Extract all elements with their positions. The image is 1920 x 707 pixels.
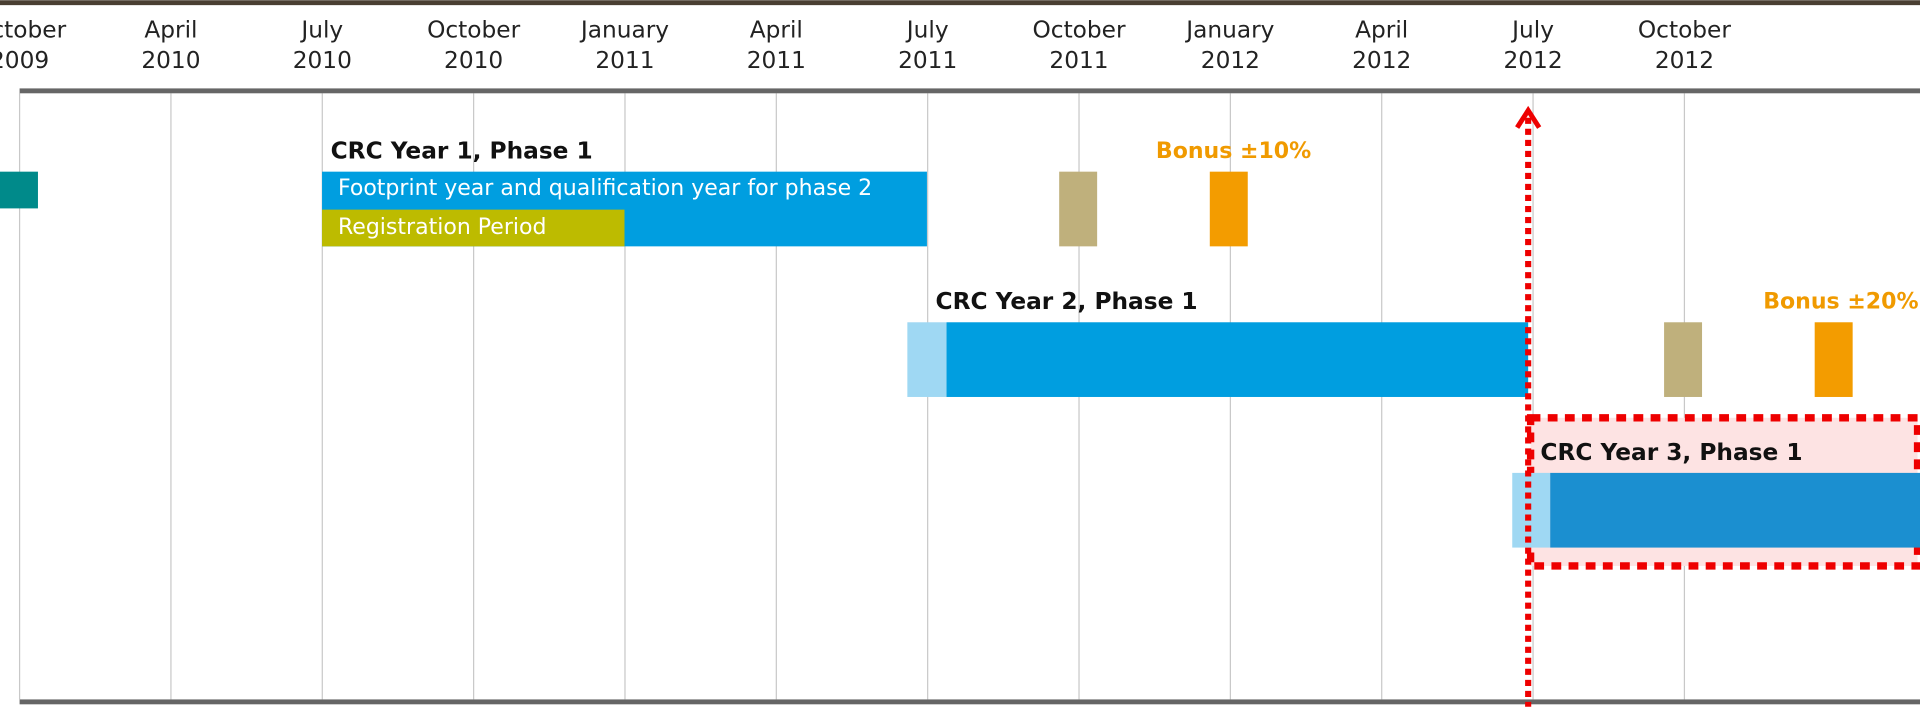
bonus-label: Bonus ±10% <box>1156 139 1311 164</box>
month-label: October <box>1638 16 1731 43</box>
year-label: 2011 <box>595 47 654 74</box>
month-label: October <box>427 16 520 43</box>
bonus-block <box>1814 322 1853 397</box>
phase-bar <box>1550 472 1920 548</box>
tan-block <box>1664 322 1703 397</box>
year-label: 2010 <box>444 47 503 74</box>
top-border <box>0 0 1920 6</box>
bar-text: Footprint year and qualification year fo… <box>338 176 872 201</box>
columns: October 2009 April 2010 July 2010 October 2010 J… <box>0 16 1731 700</box>
month-label: April <box>1355 16 1408 43</box>
month-label: July <box>299 16 343 43</box>
month-label: April <box>144 16 197 43</box>
month-label: April <box>750 16 803 43</box>
bonus-block <box>1209 171 1248 247</box>
bonus-label: Bonus ±20% <box>1763 290 1918 315</box>
phase-label: CRC Year 1, Phase 1 <box>331 138 593 165</box>
month-label: July <box>1510 16 1554 43</box>
phase-label: CRC Year 3, Phase 1 <box>1540 439 1802 466</box>
bar-text: Registration Period <box>338 215 547 240</box>
header-rule <box>19 88 1920 94</box>
now-arrow <box>1515 105 1542 129</box>
registration-bar <box>322 209 625 247</box>
year-label: 2009 <box>0 47 49 74</box>
month-label: January <box>1184 16 1274 43</box>
lead-block <box>907 322 947 397</box>
year-label: 2012 <box>1352 47 1411 74</box>
year-label: 2010 <box>141 47 200 74</box>
year-label: 2011 <box>1049 47 1108 74</box>
year-label: 2011 <box>898 47 957 74</box>
phase-label: CRC Year 2, Phase 1 <box>936 288 1198 315</box>
month-label: July <box>905 16 949 43</box>
tan-block <box>1059 171 1098 247</box>
year-label: 2012 <box>1201 47 1260 74</box>
year-label: 2011 <box>747 47 806 74</box>
year-label: 2010 <box>293 47 352 74</box>
month-label: October <box>1032 16 1125 43</box>
phase-bar <box>946 322 1529 397</box>
teal-block <box>0 171 38 209</box>
year-label: 2012 <box>1655 47 1714 74</box>
bottom-rule <box>19 699 1920 705</box>
month-label: October <box>0 16 67 43</box>
year-label: 2012 <box>1503 47 1562 74</box>
month-label: January <box>579 16 669 43</box>
